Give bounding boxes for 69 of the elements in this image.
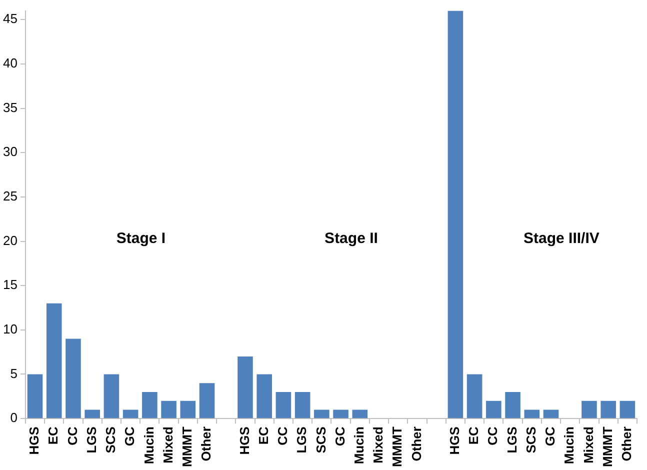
- y-tick-label: 25: [2, 188, 18, 204]
- bar: [486, 400, 502, 418]
- bar: [276, 392, 292, 418]
- annotation: Stage III/IV: [524, 230, 600, 248]
- x-tick-label: EC: [256, 426, 271, 445]
- bar: [180, 400, 196, 418]
- x-tick-label: Mixed: [160, 426, 176, 464]
- bar: [27, 374, 43, 418]
- x-tick-label: Other: [408, 426, 424, 462]
- x-tick-label: MMMT: [600, 426, 615, 468]
- x-tick-label: GC: [542, 426, 558, 446]
- x-tick-label: HGS: [447, 426, 462, 455]
- bar: [238, 356, 253, 418]
- x-tick-label: Mixed: [370, 426, 386, 464]
- bar: [333, 410, 348, 418]
- bar: [66, 338, 81, 418]
- y-tick-label: 45: [2, 11, 18, 26]
- bar: [620, 400, 636, 418]
- x-tick-label: GC: [332, 426, 348, 446]
- x-tick-label: GC: [122, 426, 138, 446]
- bar: [104, 374, 120, 418]
- x-tick-label: Mucin: [562, 426, 577, 464]
- bar: [122, 410, 138, 418]
- bar: [543, 410, 559, 418]
- x-tick-label: EC: [466, 426, 482, 445]
- y-tick-label: 10: [2, 322, 18, 337]
- bar: [314, 410, 330, 418]
- bar: [84, 410, 100, 418]
- x-tick-label: HGS: [236, 426, 252, 455]
- x-tick-label: Mucin: [351, 426, 366, 464]
- bar: [582, 400, 597, 418]
- x-tick-label: Mucin: [141, 426, 156, 464]
- y-tick-label: 5: [10, 366, 18, 381]
- y-tick-label: 0: [10, 410, 18, 426]
- x-tick-label: LGS: [504, 426, 520, 454]
- y-tick-label: 30: [2, 144, 18, 160]
- bar: [294, 392, 310, 418]
- bar: [199, 383, 215, 418]
- x-tick-label: SCS: [103, 426, 118, 454]
- x-tick-label: CC: [64, 426, 80, 446]
- x-tick-label: SCS: [523, 426, 538, 454]
- bar: [524, 410, 540, 418]
- bar: [600, 400, 616, 418]
- annotation: Stage I: [116, 230, 166, 248]
- x-tick-label: Other: [198, 426, 214, 462]
- x-tick-label: LGS: [294, 426, 310, 454]
- bar: [256, 374, 272, 418]
- x-tick-label: Other: [619, 426, 634, 462]
- x-tick-label: EC: [46, 426, 61, 445]
- y-tick-label: 20: [2, 232, 18, 248]
- bar: [352, 410, 368, 418]
- x-tick-label: HGS: [26, 426, 42, 455]
- y-tick-label: 40: [2, 56, 18, 71]
- bar: [466, 374, 482, 418]
- x-tick-label: Mixed: [580, 426, 596, 464]
- x-tick-label: SCS: [313, 426, 328, 454]
- x-tick-label: MMMT: [390, 426, 405, 468]
- x-tick-label: MMMT: [179, 426, 194, 468]
- x-tick-label: CC: [275, 426, 290, 446]
- bar: [161, 400, 176, 418]
- y-tick-label: 15: [2, 277, 18, 292]
- x-tick-label: LGS: [84, 426, 99, 454]
- bar: [448, 10, 464, 418]
- bar: [505, 392, 520, 418]
- bar: [46, 303, 62, 418]
- bar: [142, 392, 158, 418]
- x-tick-label: CC: [485, 426, 500, 446]
- y-tick-label: 35: [2, 100, 18, 115]
- annotation: Stage II: [324, 230, 378, 248]
